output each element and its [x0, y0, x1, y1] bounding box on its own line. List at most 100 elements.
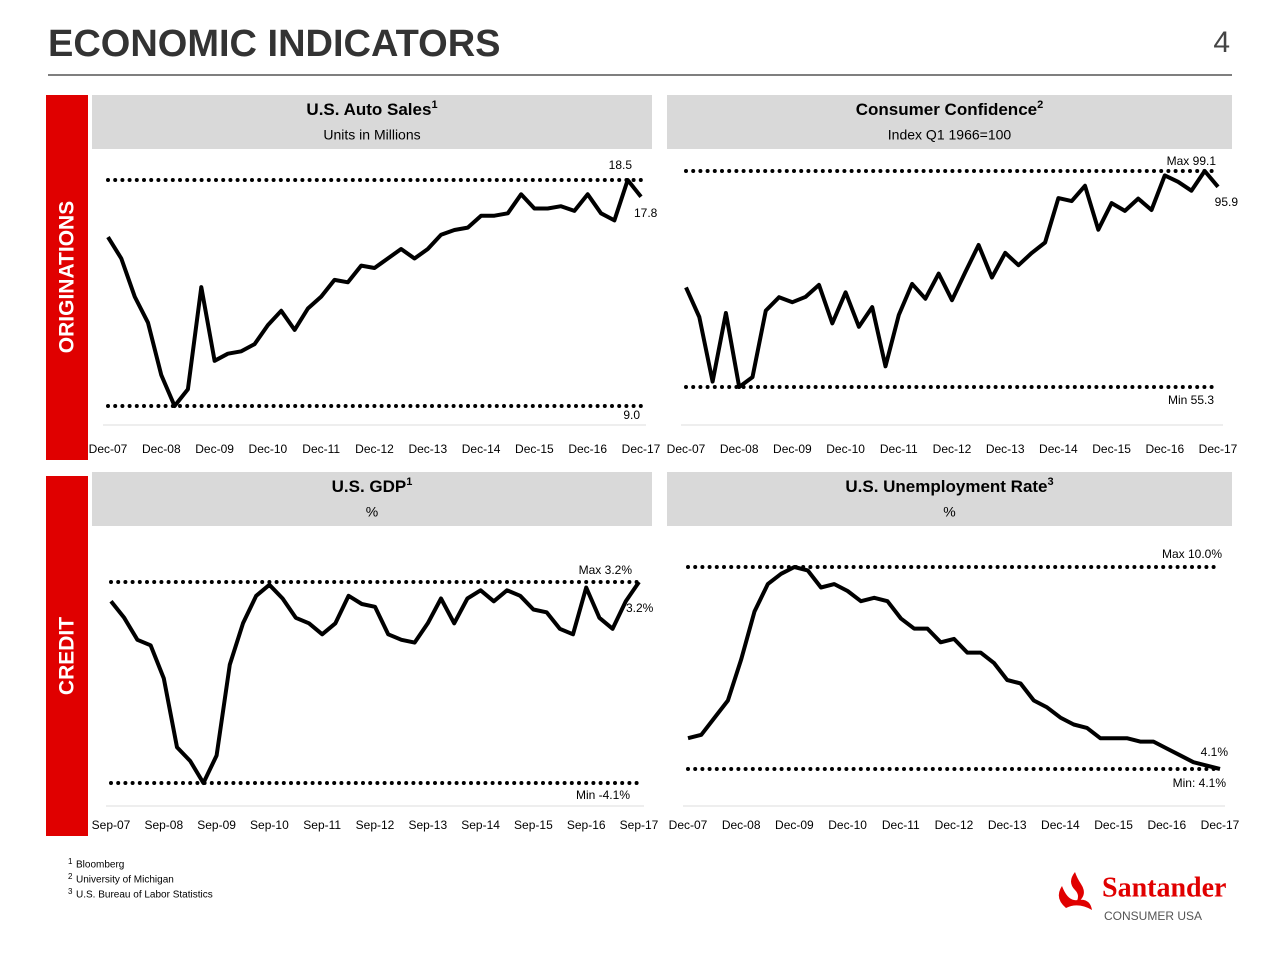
x-tick-label: Dec-11 [880, 442, 918, 456]
x-tick-label: Dec-13 [988, 818, 1027, 832]
guide-label: Min: 4.1% [1173, 776, 1227, 790]
chart-subtitle: Index Q1 1966=100 [888, 127, 1012, 143]
chart-header [667, 472, 1232, 526]
title-text: U.S. GDP [332, 477, 407, 496]
chart-header [667, 95, 1232, 149]
x-tick-label: Dec-07 [667, 442, 706, 456]
guide-label: Min -4.1% [576, 788, 630, 802]
chart-subtitle: % [366, 504, 378, 520]
slide-title: ECONOMIC INDICATORS [48, 23, 501, 65]
x-tick-label: Dec-11 [302, 442, 340, 456]
x-tick-label: Dec-12 [935, 818, 974, 832]
chart-title: Consumer Confidence2 [856, 99, 1043, 120]
x-tick-label: Dec-11 [882, 818, 920, 832]
x-tick-label: Dec-10 [249, 442, 288, 456]
x-tick-label: Dec-12 [355, 442, 394, 456]
data-line [106, 178, 643, 408]
section-label: ORIGINATIONS [56, 201, 79, 353]
footnote-mark: 3 [68, 887, 73, 896]
x-tick-label: Dec-10 [826, 442, 865, 456]
title-text: U.S. Unemployment Rate [845, 477, 1047, 496]
x-tick-label: Sep-15 [514, 818, 553, 832]
chart-panel: U.S. Unemployment Rate3% Max 10.0% Min: 4.… [667, 472, 1240, 832]
title-note: 1 [431, 99, 437, 111]
x-tick-label: Sep-10 [250, 818, 289, 832]
x-tick-label: Dec-13 [986, 442, 1025, 456]
x-tick-label: Sep-12 [356, 818, 395, 832]
footnote-mark: 2 [68, 872, 73, 881]
x-tick-label: Dec-09 [195, 442, 234, 456]
section-label: CREDIT [56, 617, 79, 695]
page-number: 4 [1213, 26, 1230, 59]
x-tick-label: Dec-09 [775, 818, 814, 832]
data-line [687, 565, 1221, 771]
title-note: 3 [1048, 476, 1054, 488]
chart-panel: U.S. Auto Sales1 Units in Millions 18.5 9.0… [89, 95, 661, 456]
footnote-mark: 1 [68, 857, 73, 866]
guide-label: 18.5 [609, 158, 633, 172]
title-text: Consumer Confidence [856, 100, 1037, 119]
x-tick-label: Dec-17 [622, 442, 661, 456]
x-tick-label: Sep-13 [408, 818, 447, 832]
guide-label: Min 55.3 [1168, 393, 1214, 407]
x-tick-label: Sep-11 [303, 818, 341, 832]
x-tick-label: Dec-15 [1092, 442, 1131, 456]
chart-title: U.S. Auto Sales1 [306, 99, 437, 120]
chart-header [92, 472, 652, 526]
end-label: 3.2% [626, 601, 654, 615]
x-tick-label: Sep-14 [461, 818, 500, 832]
x-tick-label: Dec-16 [1147, 818, 1186, 832]
x-tick-label: Dec-10 [828, 818, 867, 832]
x-tick-label: Dec-08 [720, 442, 759, 456]
chart-panel: Consumer Confidence2 Index Q1 1966=100 Max… [667, 95, 1239, 456]
x-tick-label: Dec-07 [669, 818, 708, 832]
x-tick-label: Dec-16 [1145, 442, 1184, 456]
guide-label: 9.0 [623, 408, 640, 422]
x-tick-label: Dec-17 [1199, 442, 1238, 456]
x-tick-label: Dec-08 [142, 442, 181, 456]
end-label: 17.8 [634, 206, 658, 220]
title-text: U.S. Auto Sales [306, 100, 431, 119]
chart-header [92, 95, 652, 149]
x-tick-label: Dec-16 [568, 442, 607, 456]
end-label: 4.1% [1201, 745, 1229, 759]
data-line [109, 580, 641, 785]
end-label: 95.9 [1215, 195, 1239, 209]
title-note: 2 [1037, 99, 1043, 111]
chart-panel: U.S. GDP1% Max 3.2% Min -4.1% 3.2% Sep-07 Sep… [92, 472, 659, 832]
x-tick-label: Sep-08 [144, 818, 183, 832]
chart-subtitle: % [943, 504, 955, 520]
guide-label: Max 99.1 [1167, 154, 1217, 168]
logo-flame [1058, 872, 1092, 910]
logo-sub: CONSUMER USA [1104, 909, 1202, 923]
footnote-text: Bloomberg [76, 860, 124, 871]
guide-label: Max 3.2% [579, 563, 633, 577]
x-tick-label: Sep-16 [567, 818, 606, 832]
chart-title: U.S. Unemployment Rate3 [845, 476, 1053, 497]
x-tick-label: Dec-08 [722, 818, 761, 832]
x-tick-label: Dec-13 [408, 442, 447, 456]
chart-subtitle: Units in Millions [323, 127, 420, 143]
guide-label: Max 10.0% [1162, 547, 1222, 561]
x-tick-label: Dec-17 [1201, 818, 1240, 832]
data-line [684, 169, 1220, 389]
x-tick-label: Dec-14 [1039, 442, 1078, 456]
x-tick-label: Dec-07 [89, 442, 128, 456]
x-tick-label: Sep-17 [620, 818, 659, 832]
footnote-text: U.S. Bureau of Labor Statistics [76, 890, 213, 901]
section-bar [46, 95, 88, 460]
logo-name: Santander [1102, 872, 1226, 903]
section-bar [46, 476, 88, 836]
x-tick-label: Dec-12 [933, 442, 972, 456]
chart-title: U.S. GDP1 [332, 476, 413, 497]
x-tick-label: Dec-14 [1041, 818, 1080, 832]
x-tick-label: Dec-15 [1094, 818, 1133, 832]
title-note: 1 [406, 476, 412, 488]
footnote-text: University of Michigan [76, 875, 174, 886]
x-tick-label: Dec-09 [773, 442, 812, 456]
x-tick-label: Sep-09 [197, 818, 236, 832]
x-tick-label: Sep-07 [92, 818, 131, 832]
x-tick-label: Dec-15 [515, 442, 554, 456]
